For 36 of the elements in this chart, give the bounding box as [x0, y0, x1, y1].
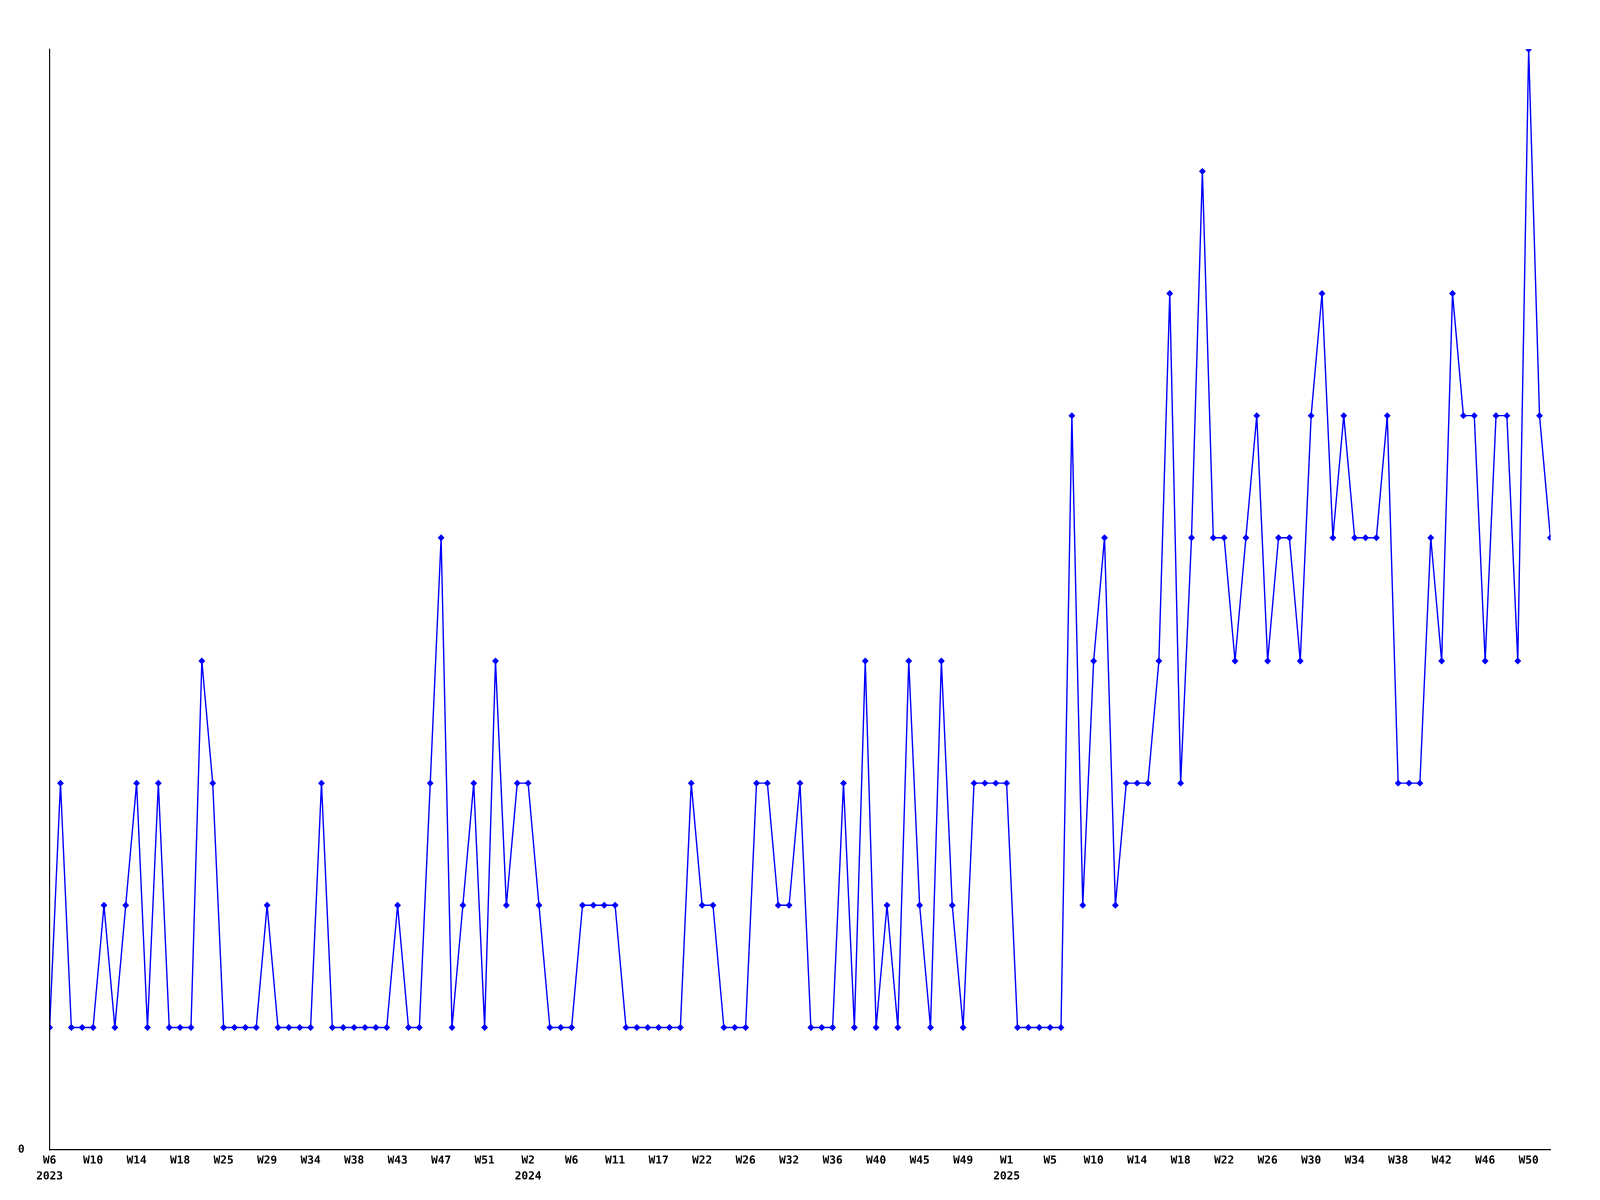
x-tick-label: W34 [1344, 1155, 1365, 1164]
x-tick-label: W14 [1127, 1155, 1147, 1164]
x-tick-label: W26 [1257, 1155, 1278, 1164]
x-tick-label: W46 [1475, 1155, 1495, 1164]
x-tick-label: W42 [1431, 1155, 1451, 1164]
x-tick-label: W36 [822, 1155, 843, 1164]
x-tick-label: W5 [1043, 1155, 1057, 1164]
text: 0 [18, 1144, 24, 1153]
x-tick-label: W38 [344, 1155, 364, 1164]
x-tick-label: W17 [648, 1155, 668, 1164]
x-tick-label: W22 [692, 1155, 712, 1164]
x-tick-label: W18 [170, 1155, 190, 1164]
x-tick-label: W1 2025 [993, 1155, 1020, 1180]
x-tick-label: W40 [866, 1155, 886, 1164]
x-tick-label: W29 [257, 1155, 277, 1164]
x-tick-label: W6 [564, 1155, 578, 1164]
x-tick-label: W25 [213, 1155, 233, 1164]
x-tick-label: W49 [953, 1155, 973, 1164]
x-tick-label: W22 [1214, 1155, 1234, 1164]
x-tick-label: W47 [431, 1155, 451, 1164]
x-tick-label: W34 [300, 1155, 321, 1164]
x-tick-label: W10 [1083, 1155, 1103, 1164]
x-tick-label: W32 [779, 1155, 799, 1164]
x-tick-label: W14 [126, 1155, 147, 1164]
x-tick-label: W50 [1518, 1155, 1539, 1164]
x-tick-label: W51 [474, 1155, 495, 1164]
x-tick-label: W2 2024 [515, 1155, 541, 1180]
x-tick-label: W11 [605, 1155, 625, 1164]
x-tick-label: W26 [735, 1155, 756, 1164]
x-tick-label: W45 [909, 1155, 929, 1164]
x-tick-label: W18 [1170, 1155, 1190, 1164]
x-tick-label: W10 [83, 1155, 103, 1164]
x-tick-label: W6 2023 [36, 1155, 63, 1180]
x-tick-label: W43 [387, 1155, 407, 1164]
x-tick-label: W38 [1388, 1155, 1408, 1164]
x-tick-label: W30 [1301, 1155, 1321, 1164]
